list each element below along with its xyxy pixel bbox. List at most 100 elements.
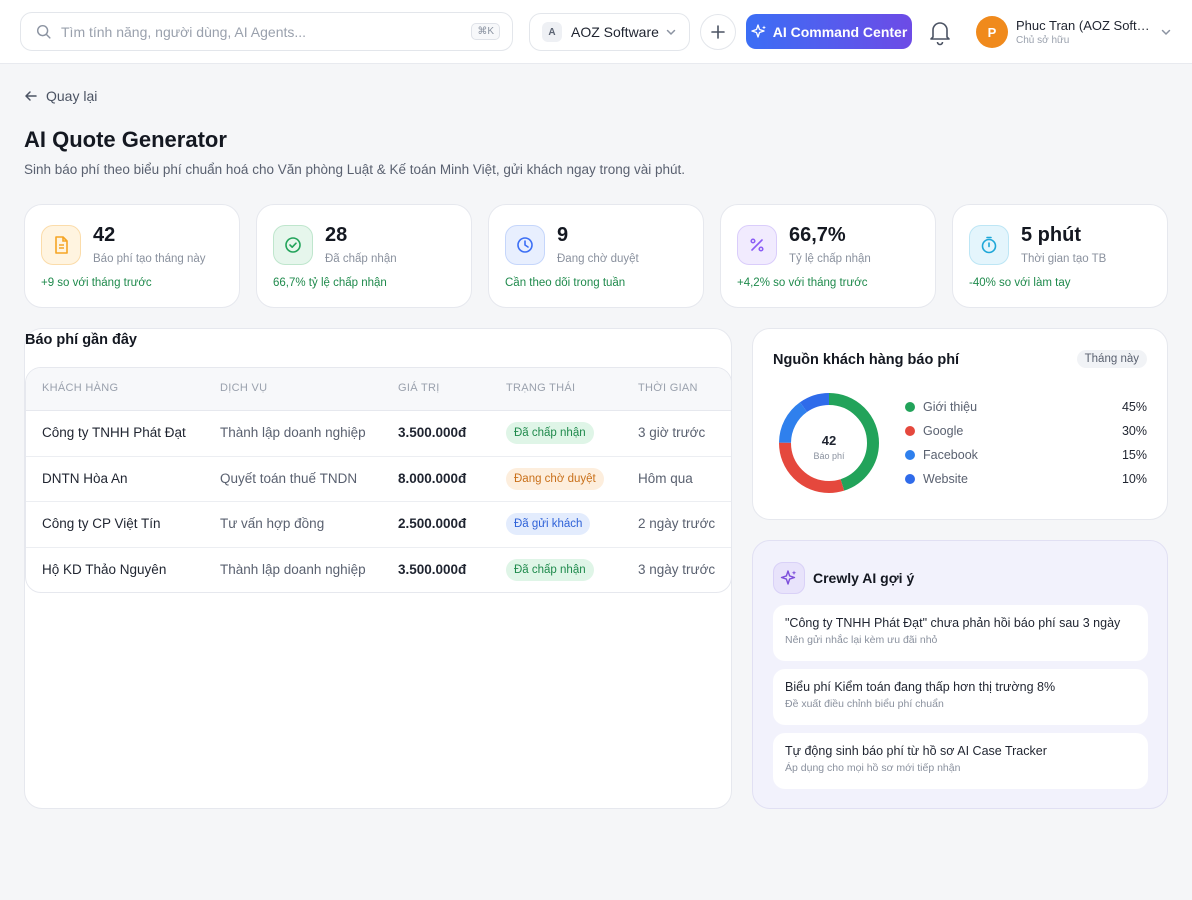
user-name: Phuc Tran (AOZ Software) xyxy=(1016,18,1150,33)
table-row[interactable]: Công ty TNHH Phát Đạt Thành lập doanh ng… xyxy=(26,411,731,457)
user-menu[interactable]: P Phuc Tran (AOZ Software) Chủ sở hữu xyxy=(976,15,1172,49)
suggestion-title: Biểu phí Kiểm toán đang thấp hơn thị trư… xyxy=(785,680,1056,694)
percent-icon xyxy=(737,225,777,265)
legend-dot xyxy=(905,426,915,436)
legend-value: 45% xyxy=(1121,400,1147,414)
customer-name: DNTN Hòa An xyxy=(42,470,128,486)
table-row[interactable]: Hộ KD Thảo Nguyên Thành lập doanh nghiệp… xyxy=(26,548,731,593)
quote-time: 2 ngày trước xyxy=(638,516,716,531)
stat-card-acceptance-rate: 66,7% Tỷ lệ chấp nhận +4,2% so với tháng… xyxy=(720,204,936,308)
panel-title: Báo phí gần đây xyxy=(25,332,137,348)
quotes-table: KHÁCH HÀNG DỊCH VỤ GIÁ TRỊ TRẠNG THÁI TH… xyxy=(25,367,732,593)
legend-item: Giới thiệu 45% xyxy=(905,398,1147,416)
service-name: Thành lập doanh nghiệp xyxy=(220,561,366,577)
stat-trend: +4,2% so với tháng trước xyxy=(737,277,868,289)
column-header-value[interactable]: GIÁ TRỊ xyxy=(398,382,440,394)
legend-item: Website 10% xyxy=(905,470,1147,488)
column-header-customer[interactable]: KHÁCH HÀNG xyxy=(42,382,119,394)
quote-value: 8.000.000đ xyxy=(398,470,467,486)
stat-trend: 66,7% tỷ lệ chấp nhận xyxy=(273,277,387,289)
bell-icon[interactable] xyxy=(928,18,952,46)
recent-quotes-panel: Báo phí gần đây KHÁCH HÀNG DỊCH VỤ GIÁ T… xyxy=(24,328,732,809)
legend-label: Facebook xyxy=(923,448,978,462)
service-name: Tư vấn hợp đồng xyxy=(220,516,325,531)
legend-dot xyxy=(905,474,915,484)
stat-card-quotes-created: 42 Báo phí tạo tháng này +9 so với tháng… xyxy=(24,204,240,308)
suggestion-title: Tự động sinh báo phí từ hồ sơ AI Case Tr… xyxy=(785,744,1047,758)
panel-title: Crewly AI gợi ý xyxy=(813,570,915,586)
service-name: Thành lập doanh nghiệp xyxy=(220,425,366,440)
legend-item: Facebook 15% xyxy=(905,446,1147,464)
quote-time: 3 ngày trước xyxy=(638,561,716,577)
check-circle-icon xyxy=(273,225,313,265)
suggestion-card[interactable]: "Công ty TNHH Phát Đạt" chưa phản hồi bá… xyxy=(773,605,1148,661)
donut-total-label: Báo phí xyxy=(813,451,845,461)
back-link[interactable]: Quay lại xyxy=(24,88,97,104)
legend-dot xyxy=(905,402,915,412)
panel-title: Nguồn khách hàng báo phí xyxy=(773,352,960,368)
chevron-down-icon xyxy=(666,29,676,36)
add-button[interactable] xyxy=(700,14,736,50)
top-bar: Tìm tính năng, người dùng, AI Agents... … xyxy=(0,0,1192,64)
arrow-left-icon xyxy=(25,91,37,101)
sparkle-icon xyxy=(751,23,766,38)
stat-label: Đã chấp nhận xyxy=(325,253,397,265)
page-subtitle: Sinh báo phí theo biểu phí chuẩn hoá cho… xyxy=(24,162,686,177)
quote-time: Hôm qua xyxy=(638,470,693,486)
table-header: KHÁCH HÀNG DỊCH VỤ GIÁ TRỊ TRẠNG THÁI TH… xyxy=(26,368,731,411)
back-label: Quay lại xyxy=(46,88,98,104)
quote-value: 2.500.000đ xyxy=(398,516,467,531)
org-switcher[interactable]: A AOZ Software xyxy=(529,13,690,51)
shortcut-badge: ⌘K xyxy=(471,23,500,40)
donut-segment-3 xyxy=(779,393,879,493)
status-badge: Đang chờ duyệt xyxy=(506,467,604,490)
suggestion-card[interactable]: Biểu phí Kiểm toán đang thấp hơn thị trư… xyxy=(773,669,1148,725)
column-header-status[interactable]: TRẠNG THÁI xyxy=(506,382,576,394)
stat-value: 28 xyxy=(325,224,348,246)
status-badge: Đã gửi khách xyxy=(506,513,591,535)
stat-value: 42 xyxy=(93,224,116,246)
legend-dot xyxy=(905,450,915,460)
stat-label: Báo phí tạo tháng này xyxy=(93,253,206,265)
customer-source-panel: Nguồn khách hàng báo phí Tháng này 42 Bá… xyxy=(752,328,1168,520)
stat-trend: -40% so với làm tay xyxy=(969,277,1071,289)
sparkle-icon xyxy=(773,562,805,594)
stat-card-avg-time: 5 phút Thời gian tạo TB -40% so với làm … xyxy=(952,204,1168,308)
ai-suggestions-panel: Crewly AI gợi ý "Công ty TNHH Phát Đạt" … xyxy=(752,540,1168,809)
stat-value: 66,7% xyxy=(789,224,846,246)
column-header-time[interactable]: THỜI GIAN xyxy=(638,382,698,394)
table-row[interactable]: Công ty CP Việt Tín Tư vấn hợp đồng 2.50… xyxy=(26,502,731,548)
quote-time: 3 giờ trước xyxy=(638,425,706,440)
suggestion-card[interactable]: Tự động sinh báo phí từ hồ sơ AI Case Tr… xyxy=(773,733,1148,789)
column-header-service[interactable]: DỊCH VỤ xyxy=(220,382,268,394)
legend-label: Google xyxy=(923,424,964,438)
ai-command-center-button[interactable]: AI Command Center xyxy=(746,14,912,49)
stat-card-pending: 9 Đang chờ duyệt Cần theo dõi trong tuần xyxy=(488,204,704,308)
suggestion-description: Đề xuất điều chỉnh biểu phí chuẩn xyxy=(785,698,944,710)
legend-value: 30% xyxy=(1121,424,1147,438)
stat-trend: Cần theo dõi trong tuần xyxy=(505,277,626,289)
donut-segment-1 xyxy=(779,393,879,493)
ai-command-center-label: AI Command Center xyxy=(772,23,908,40)
donut-total: 42 xyxy=(822,433,836,448)
stat-trend: +9 so với tháng trước xyxy=(41,277,152,289)
customer-name: Công ty TNHH Phát Đạt xyxy=(42,425,186,440)
legend-label: Website xyxy=(923,472,968,486)
timer-icon xyxy=(969,225,1009,265)
period-filter[interactable]: Tháng này xyxy=(1076,350,1147,368)
legend-value: 15% xyxy=(1121,448,1147,462)
status-badge: Đã chấp nhận xyxy=(506,558,594,581)
search-input[interactable]: Tìm tính năng, người dùng, AI Agents... … xyxy=(20,12,513,51)
stat-card-accepted: 28 Đã chấp nhận 66,7% tỷ lệ chấp nhận xyxy=(256,204,472,308)
source-donut-chart: 42 Báo phí xyxy=(779,393,879,493)
stat-value: 9 xyxy=(557,224,569,246)
legend-label: Giới thiệu xyxy=(923,400,978,414)
stat-label: Thời gian tạo TB xyxy=(1021,253,1107,265)
stat-label: Tỷ lệ chấp nhận xyxy=(789,253,871,265)
customer-name: Hộ KD Thảo Nguyên xyxy=(42,561,167,577)
suggestion-description: Nên gửi nhắc lại kèm ưu đãi nhỏ xyxy=(785,634,938,646)
legend-value: 10% xyxy=(1121,472,1147,486)
search-icon xyxy=(36,24,51,39)
table-row[interactable]: DNTN Hòa An Quyết toán thuế TNDN 8.000.0… xyxy=(26,457,731,502)
plus-icon xyxy=(711,25,725,39)
